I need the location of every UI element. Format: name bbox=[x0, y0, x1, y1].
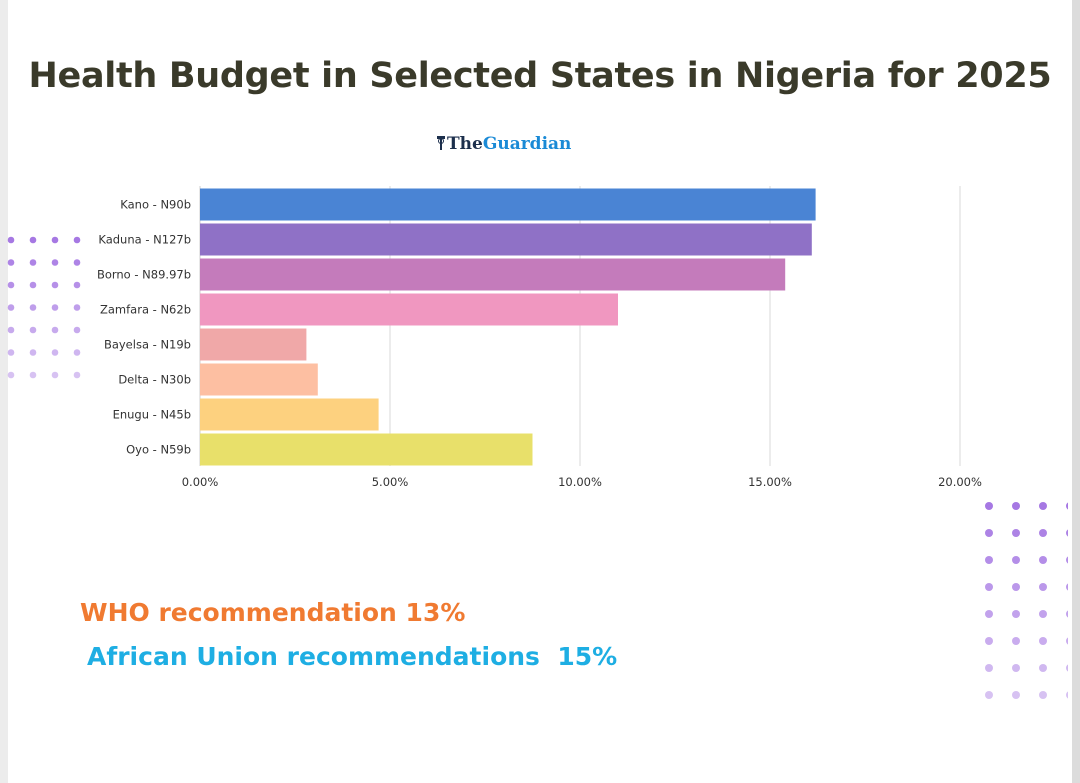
x-tick-label: 10.00% bbox=[558, 475, 602, 489]
decor-dot bbox=[51, 326, 59, 334]
category-label: Oyo - N59b bbox=[126, 443, 191, 457]
decor-dot bbox=[73, 259, 81, 266]
decor-dot bbox=[1012, 637, 1020, 645]
bar bbox=[200, 188, 816, 221]
decor-dot bbox=[73, 326, 81, 334]
decor-dot bbox=[73, 349, 81, 356]
bar bbox=[200, 328, 307, 361]
decor-dot bbox=[29, 349, 37, 356]
decor-dot bbox=[73, 371, 81, 379]
bar bbox=[200, 223, 812, 256]
decor-dot bbox=[29, 304, 37, 311]
logo-text-the: The bbox=[447, 134, 483, 154]
decor-dot bbox=[29, 371, 37, 379]
decor-dot bbox=[985, 583, 993, 591]
poster bbox=[8, 0, 1072, 783]
x-tick-label: 20.00% bbox=[938, 475, 982, 489]
category-label: Zamfara - N62b bbox=[100, 303, 191, 317]
decor-dot bbox=[7, 281, 15, 289]
decor-dot bbox=[985, 556, 993, 564]
decor-dot bbox=[1039, 583, 1047, 591]
decor-dot bbox=[1039, 502, 1047, 510]
category-label: Enugu - N45b bbox=[113, 408, 191, 422]
x-tick-label: 5.00% bbox=[372, 475, 409, 489]
decor-dot bbox=[51, 236, 59, 244]
decor-dot bbox=[51, 304, 59, 311]
decor-dot bbox=[73, 281, 81, 289]
dot-grid-right-icon bbox=[985, 502, 1068, 699]
decor-dot bbox=[73, 304, 81, 311]
decor-dot bbox=[985, 637, 993, 645]
decor-dot bbox=[1039, 664, 1047, 672]
decor-dot bbox=[29, 281, 37, 289]
who-recommendation-note: WHO recommendation 13% bbox=[80, 598, 466, 627]
decor-dot bbox=[29, 259, 37, 266]
decor-dot bbox=[1066, 610, 1068, 618]
decor-dot bbox=[1066, 583, 1068, 591]
bar bbox=[200, 433, 533, 466]
decor-dot bbox=[73, 236, 81, 244]
x-tick-label: 15.00% bbox=[748, 475, 792, 489]
decor-dot bbox=[985, 502, 993, 510]
decor-dot bbox=[985, 664, 993, 672]
decor-dot bbox=[1039, 691, 1047, 699]
bar bbox=[200, 398, 379, 431]
decor-dot bbox=[7, 371, 15, 379]
decor-dot bbox=[1066, 691, 1068, 699]
decor-dot bbox=[29, 326, 37, 334]
x-tick-label: 0.00% bbox=[182, 475, 219, 489]
decor-dot bbox=[7, 236, 15, 244]
decor-dot bbox=[1066, 637, 1068, 645]
decor-dot bbox=[1039, 556, 1047, 564]
decor-dot bbox=[1012, 664, 1020, 672]
decor-dot bbox=[1012, 583, 1020, 591]
decor-dot bbox=[1012, 691, 1020, 699]
decor-dot bbox=[51, 371, 59, 379]
guardian-logo-icon bbox=[437, 136, 445, 150]
decor-dot bbox=[51, 281, 59, 289]
dot-grid-left-icon bbox=[7, 236, 81, 379]
category-label: Delta - N30b bbox=[118, 373, 191, 387]
decor-dot bbox=[51, 259, 59, 266]
decor-dot bbox=[1066, 529, 1068, 537]
decor-dot bbox=[1039, 637, 1047, 645]
decor-dot bbox=[1039, 529, 1047, 537]
decor-dot bbox=[1012, 502, 1020, 510]
category-label: Kaduna - N127b bbox=[98, 233, 191, 247]
decor-dot bbox=[7, 304, 15, 311]
chart-title: Health Budget in Selected States in Nige… bbox=[28, 56, 1052, 96]
decor-dot bbox=[7, 326, 15, 334]
decor-dot bbox=[1012, 529, 1020, 537]
guardian-logo: The Guardian bbox=[436, 134, 571, 160]
decor-dot bbox=[51, 349, 59, 356]
decor-dot bbox=[1066, 664, 1068, 672]
decor-dot bbox=[985, 691, 993, 699]
decor-dot bbox=[1012, 556, 1020, 564]
decor-dot bbox=[985, 610, 993, 618]
au-recommendation-note: African Union recommendations 15% bbox=[87, 642, 618, 671]
decor-dot bbox=[29, 236, 37, 244]
bar bbox=[200, 293, 618, 326]
decor-dot bbox=[7, 259, 15, 266]
bar bbox=[200, 258, 786, 291]
category-label: Bayelsa - N19b bbox=[104, 338, 191, 352]
decor-dot bbox=[1012, 610, 1020, 618]
category-label: Borno - N89.97b bbox=[97, 268, 191, 282]
bar bbox=[200, 363, 318, 396]
decor-dot bbox=[985, 529, 993, 537]
category-label: Kano - N90b bbox=[120, 198, 191, 212]
decor-dot bbox=[1066, 502, 1068, 510]
decor-dot bbox=[7, 349, 15, 356]
logo-text-guardian: Guardian bbox=[482, 134, 572, 154]
decor-dot bbox=[1039, 610, 1047, 618]
decor-dot bbox=[1066, 556, 1068, 564]
page-edge bbox=[1072, 0, 1080, 783]
